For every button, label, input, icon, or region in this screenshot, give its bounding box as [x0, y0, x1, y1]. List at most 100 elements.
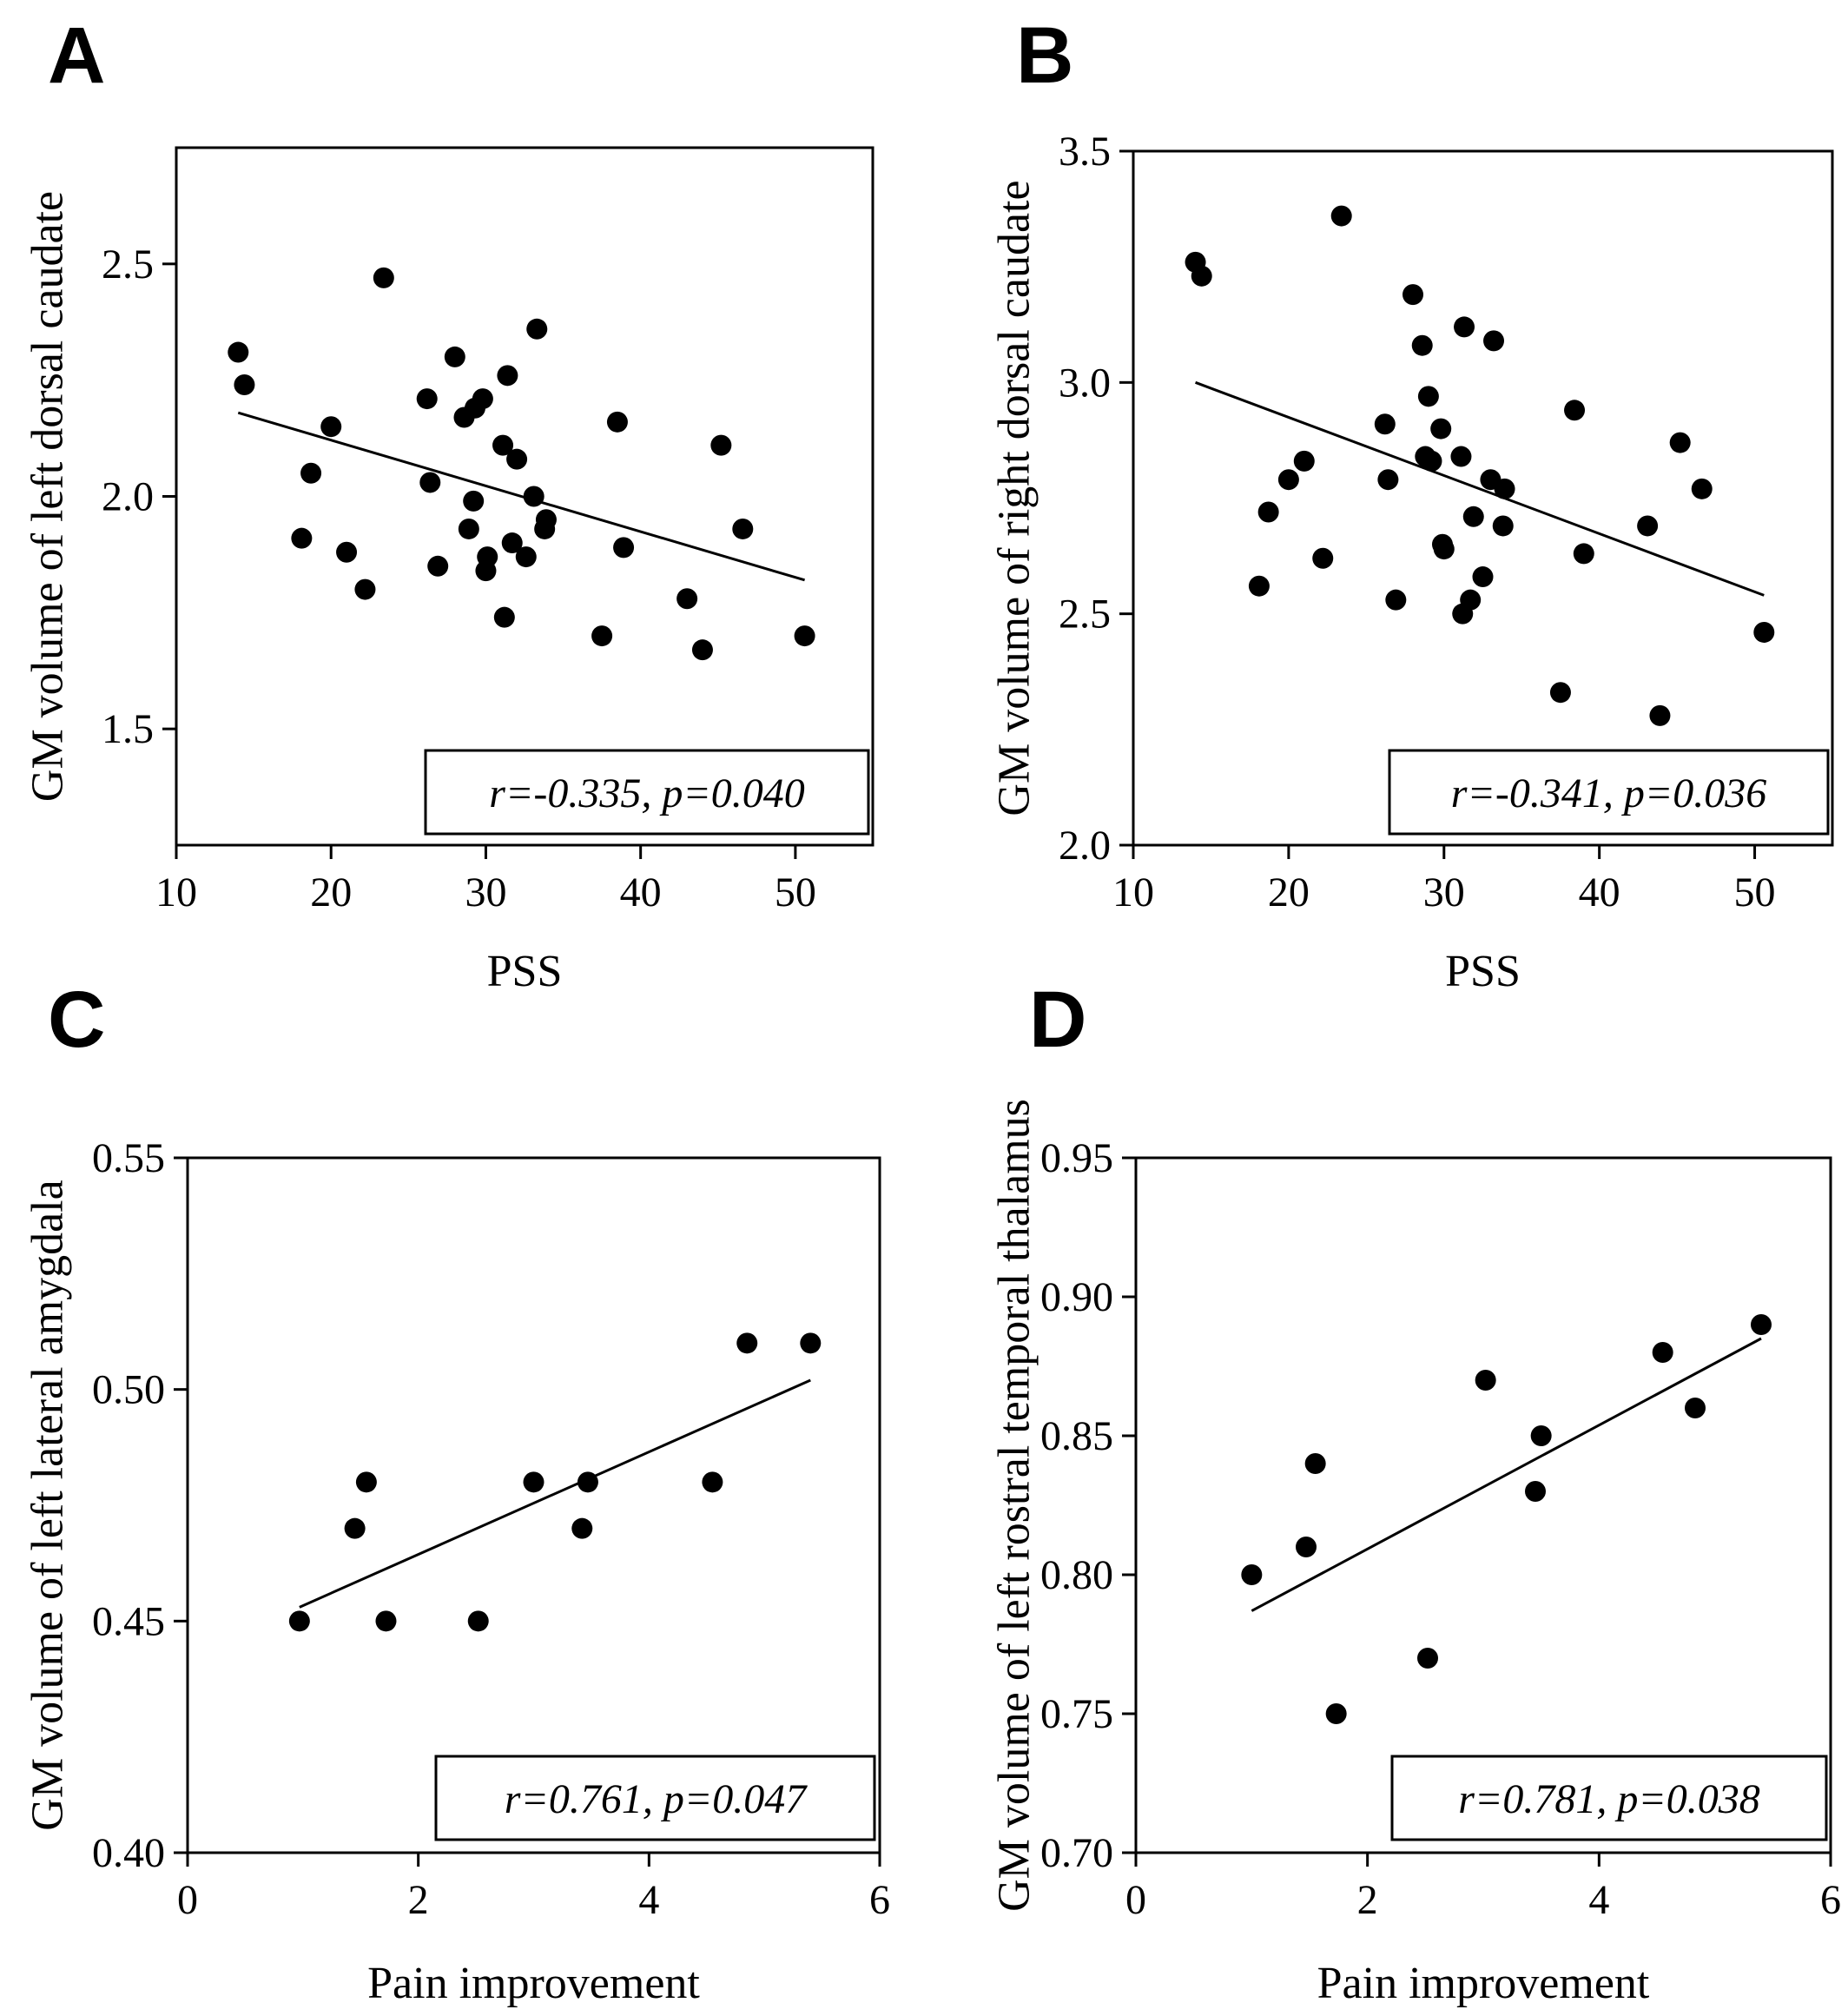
- y-tick-label: 0.80: [1040, 1552, 1113, 1598]
- data-point: [1248, 575, 1270, 597]
- data-point: [732, 518, 754, 539]
- data-point: [1753, 621, 1775, 643]
- data-point: [1377, 469, 1399, 491]
- data-point: [523, 486, 544, 507]
- data-point: [800, 1332, 822, 1354]
- data-point: [336, 541, 358, 563]
- x-axis-label: Pain improvement: [367, 1959, 700, 2008]
- y-axis-label: GM volume of left lateral amygdala: [23, 1180, 73, 1830]
- y-tick-label: 0.40: [92, 1830, 165, 1876]
- data-point: [506, 448, 528, 470]
- panel-a: A 10 20 30 40 50 1.5 2.0 2.5 PSS GM volume of left…: [23, 11, 874, 996]
- data-point: [1454, 316, 1475, 338]
- data-point: [691, 639, 713, 661]
- x-tick-label: 30: [1423, 869, 1465, 915]
- x-axis-label: PSS: [487, 947, 563, 996]
- y-tick-label: 1.5: [102, 706, 154, 752]
- data-point: [477, 546, 498, 568]
- data-point: [501, 532, 523, 554]
- plot-frame: [1132, 149, 1834, 847]
- y-tick-label: 0.70: [1040, 1830, 1113, 1876]
- data-point: [736, 1332, 758, 1354]
- data-point: [320, 416, 342, 438]
- y-tick-label: 2.0: [102, 474, 154, 520]
- data-point: [1494, 478, 1515, 499]
- panel-letter: A: [48, 11, 105, 100]
- data-point: [416, 388, 438, 410]
- data-point: [1330, 205, 1352, 227]
- data-point: [1530, 1425, 1552, 1446]
- data-point: [1751, 1314, 1772, 1335]
- data-point: [234, 374, 255, 396]
- data-point: [1637, 515, 1659, 537]
- x-tick-label: 10: [1112, 869, 1154, 915]
- panel-b: B 10 20 30 40 50 2.0 2.5 3.0 3.5 PSS GM volume of r…: [990, 11, 1834, 996]
- data-point: [492, 434, 514, 456]
- data-point: [1402, 284, 1423, 306]
- data-point: [463, 490, 485, 512]
- x-tick-label: 0: [177, 1877, 198, 1923]
- data-point: [375, 1610, 397, 1632]
- plot-frame: [186, 1156, 881, 1854]
- data-point: [1421, 450, 1442, 472]
- y-axis-label: GM volume of left dorsal caudate: [23, 191, 73, 802]
- x-tick-label: 20: [1268, 869, 1310, 915]
- data-point: [1573, 543, 1594, 565]
- panel-letter: B: [1016, 11, 1073, 100]
- data-point: [613, 537, 635, 559]
- regression-line: [1195, 380, 1765, 597]
- data-point: [373, 267, 394, 288]
- x-tick-label: 4: [1588, 1877, 1609, 1923]
- stats-annotation: r=-0.335, p=0.040: [489, 770, 804, 816]
- data-point: [702, 1471, 723, 1493]
- x-tick-label: 10: [155, 869, 197, 915]
- data-point: [344, 1517, 366, 1539]
- data-point: [1475, 1370, 1496, 1391]
- data-point: [1241, 1564, 1263, 1585]
- data-point: [1293, 450, 1315, 472]
- data-point: [1685, 1398, 1706, 1418]
- panel-letter: D: [1029, 975, 1086, 1064]
- regression-line: [237, 411, 806, 582]
- y-axis-label: GM volume of left rostral temporal thala…: [990, 1099, 1040, 1912]
- stats-annotation-box: [1388, 749, 1830, 836]
- data-point: [1411, 334, 1433, 356]
- data-point: [1430, 418, 1452, 440]
- y-tick-label: 2.0: [1059, 823, 1111, 869]
- data-point: [515, 546, 537, 568]
- data-point: [472, 388, 493, 410]
- y-tick-label: 3.5: [1059, 129, 1111, 175]
- stats-annotation-box: [1390, 1755, 1828, 1841]
- data-point: [1549, 682, 1571, 704]
- y-tick-label: 0.95: [1040, 1135, 1113, 1181]
- y-tick-label: 0.85: [1040, 1413, 1113, 1459]
- x-axis-label: PSS: [1445, 947, 1521, 996]
- x-tick-label: 2: [408, 1877, 429, 1923]
- data-point: [1564, 400, 1586, 421]
- data-point: [1417, 386, 1439, 407]
- data-point: [1277, 469, 1299, 491]
- data-point: [1433, 539, 1455, 560]
- data-point: [1483, 330, 1505, 352]
- data-point: [493, 606, 515, 628]
- x-tick-label: 30: [465, 869, 506, 915]
- y-tick-label: 3.0: [1059, 360, 1111, 406]
- data-point: [354, 578, 376, 600]
- y-tick-label: 0.45: [92, 1598, 165, 1644]
- data-point: [419, 472, 441, 493]
- y-tick-label: 0.75: [1040, 1691, 1113, 1737]
- data-point: [228, 341, 249, 363]
- regression-line: [299, 1378, 811, 1609]
- data-point: [577, 1471, 598, 1493]
- data-point: [1304, 1453, 1326, 1474]
- x-tick-label: 2: [1357, 1877, 1378, 1923]
- data-point: [1417, 1648, 1438, 1669]
- y-axis-label: GM volume of right dorsal caudate: [990, 180, 1040, 816]
- x-tick-label: 40: [620, 869, 662, 915]
- data-point: [444, 346, 465, 367]
- data-point: [1462, 506, 1484, 527]
- data-point: [458, 518, 479, 539]
- data-point: [1191, 265, 1212, 287]
- data-point: [1257, 501, 1279, 523]
- data-point: [1652, 1342, 1673, 1363]
